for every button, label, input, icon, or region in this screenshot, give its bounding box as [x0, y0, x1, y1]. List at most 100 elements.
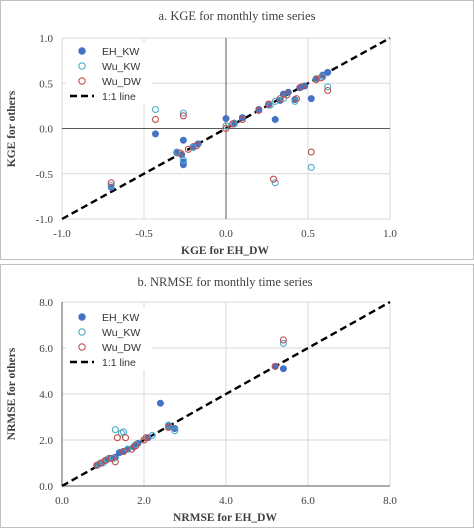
- nrmse-y-tick-label: 4.0: [39, 389, 53, 401]
- nrmse-point-wu-kw: [99, 459, 107, 467]
- kge-legend-swatch-wu-kw: [78, 62, 86, 70]
- kge-point-wu-dw: [324, 86, 332, 95]
- nrmse-point-wu-dw: [142, 434, 150, 442]
- kge-point-eh-kw: [307, 95, 315, 103]
- kge-point-wu-dw: [292, 95, 301, 103]
- nrmse-point-wu-dw: [122, 434, 130, 442]
- kge-point-wu-dw: [307, 148, 315, 156]
- nrmse-x-tick-label: 0.0: [55, 495, 69, 507]
- kge-legend-label-wu-dw: Wu_DW: [102, 76, 141, 88]
- kge-x-tick-label: 0.0: [219, 228, 233, 240]
- nrmse-x-tick-label: 2.0: [137, 495, 151, 507]
- kge-point-wu-dw: [179, 112, 187, 120]
- kge-point-eh-kw: [179, 136, 187, 144]
- kge-tick-labels: -1.0 -0.5 0.0 0.5 1.0 -1.0 -0.5 0.0 0.5 1.0: [36, 33, 398, 240]
- kge-x-tick-label: -0.5: [135, 228, 153, 240]
- nrmse-legend-swatch-eh-kw: [78, 313, 86, 321]
- nrmse-point-wu-dw: [101, 457, 109, 465]
- nrmse-point-wu-dw: [140, 436, 148, 444]
- panel-kge: -1.0 -0.5 0.0 0.5 1.0 -1.0 -0.5 0.0 0.5 1.0 a. KG…: [0, 0, 474, 260]
- nrmse-point-wu-dw: [111, 458, 119, 466]
- kge-point-eh-kw: [324, 68, 332, 76]
- kge-point-wu-dw: [151, 115, 160, 123]
- kge-point-wu-dw: [184, 145, 192, 153]
- kge-legend-swatch-wu-dw: [78, 77, 86, 85]
- nrmse-point-wu-kw: [109, 454, 117, 462]
- kge-point-wu-dw: [297, 83, 305, 91]
- kge-marks: [107, 68, 332, 191]
- nrmse-reference-line-layer: [61, 300, 391, 488]
- kge-point-wu-kw: [107, 181, 115, 190]
- nrmse-legend: EH_KW Wu_KW Wu_DW 1:1 line: [66, 308, 152, 370]
- kge-y-tick-label: 0.0: [39, 124, 53, 136]
- nrmse-x-tick-label: 4.0: [219, 495, 233, 507]
- kge-point-wu-kw: [324, 83, 332, 91]
- nrmse-legend-label-wu-dw: Wu_DW: [102, 342, 141, 354]
- kge-point-wu-dw: [192, 142, 201, 150]
- nrmse-y-tick-label: 6.0: [39, 343, 53, 355]
- nrmse-legend-label-1-1-line: 1:1 line: [102, 357, 136, 369]
- nrmse-point-wu-kw: [279, 339, 287, 347]
- kge-chart-title: a. KGE for monthly time series: [159, 9, 316, 23]
- nrmse-legend-label-eh-kw: EH_KW: [102, 312, 139, 324]
- kge-point-wu-dw: [283, 91, 291, 99]
- kge-point-wu-dw: [176, 149, 184, 157]
- nrmse-tick-labels: 0.0 2.0 4.0 6.0 8.0 0.0 2.0 4.0 6.0 8.0: [39, 297, 397, 507]
- kge-x-axis-title: KGE for EH_DW: [181, 245, 269, 257]
- nrmse-marks: [93, 336, 287, 469]
- nrmse-point-eh-kw: [279, 365, 287, 373]
- kge-y-tick-label: -1.0: [36, 214, 54, 226]
- nrmse-legend-label-wu-kw: Wu_KW: [102, 327, 140, 339]
- nrmse-legend-swatch-wu-kw: [78, 328, 86, 336]
- nrmse-point-wu-dw: [107, 454, 115, 462]
- nrmse-point-eh-kw: [156, 399, 164, 407]
- nrmse-y-tick-label: 2.0: [39, 435, 53, 447]
- kge-point-wu-kw: [222, 122, 230, 130]
- kge-y-tick-label: 0.5: [39, 78, 53, 90]
- kge-legend: EH_KW Wu_KW Wu_DW 1:1 line: [66, 42, 152, 104]
- nrmse-point-wu-dw: [271, 362, 279, 370]
- kge-legend-swatch-eh-kw: [78, 47, 86, 55]
- kge-legend-label-1-1-line: 1:1 line: [102, 91, 136, 103]
- kge-point-eh-kw: [222, 115, 230, 123]
- panel-nrmse-frame: [0, 264, 474, 528]
- kge-grid: [61, 37, 391, 220]
- kge-point-eh-kw: [238, 114, 246, 122]
- nrmse-legend-swatch-wu-dw: [78, 343, 86, 351]
- kge-point-wu-dw: [107, 179, 115, 187]
- nrmse-point-wu-dw: [165, 423, 173, 431]
- nrmse-chart-title: b. NRMSE for monthly time series: [138, 275, 313, 289]
- nrmse-x-axis-title: NRMSE for EH_DW: [173, 512, 277, 524]
- kge-x-tick-label: -1.0: [53, 228, 71, 240]
- nrmse-point-wu-kw: [111, 426, 119, 434]
- kge-x-tick-label: 0.5: [301, 228, 315, 240]
- kge-point-wu-dw: [238, 115, 246, 123]
- kge-point-wu-dw: [270, 175, 278, 183]
- kge-point-wu-dw: [222, 124, 230, 133]
- nrmse-y-tick-label: 8.0: [39, 297, 53, 309]
- kge-point-wu-dw: [265, 100, 273, 108]
- nrmse-x-tick-label: 6.0: [301, 495, 315, 507]
- nrmse-one-to-one-line: [61, 300, 391, 488]
- nrmse-x-tick-label: 8.0: [383, 495, 397, 507]
- kge-x-tick-label: 1.0: [383, 228, 397, 240]
- nrmse-point-wu-kw: [165, 421, 173, 429]
- nrmse-y-axis-title: NRMSE for others: [6, 347, 18, 440]
- kge-point-eh-kw: [271, 115, 279, 123]
- nrmse-point-wu-dw: [113, 434, 121, 442]
- kge-point-wu-dw: [229, 120, 237, 128]
- nrmse-point-wu-kw: [171, 427, 179, 435]
- panel-nrmse: 0.0 2.0 4.0 6.0 8.0 0.0 2.0 4.0 6.0 8.0 b. NRMSE …: [0, 264, 474, 528]
- nrmse-point-wu-dw: [119, 447, 128, 456]
- nrmse-y-tick-label: 0.0: [39, 481, 53, 493]
- kge-y-tick-label: 1.0: [39, 33, 53, 45]
- kge-point-wu-kw: [271, 179, 279, 187]
- kge-y-tick-label: -0.5: [36, 169, 54, 181]
- kge-point-wu-dw: [255, 106, 263, 114]
- kge-legend-label-wu-kw: Wu_KW: [102, 61, 140, 73]
- kge-point-eh-kw: [151, 130, 159, 138]
- nrmse-point-wu-kw: [148, 431, 156, 439]
- kge-legend-label-eh-kw: EH_KW: [102, 46, 139, 58]
- nrmse-point-wu-dw: [132, 442, 140, 450]
